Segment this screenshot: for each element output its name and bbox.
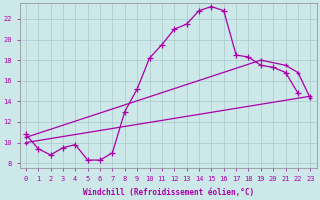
X-axis label: Windchill (Refroidissement éolien,°C): Windchill (Refroidissement éolien,°C) — [83, 188, 254, 197]
